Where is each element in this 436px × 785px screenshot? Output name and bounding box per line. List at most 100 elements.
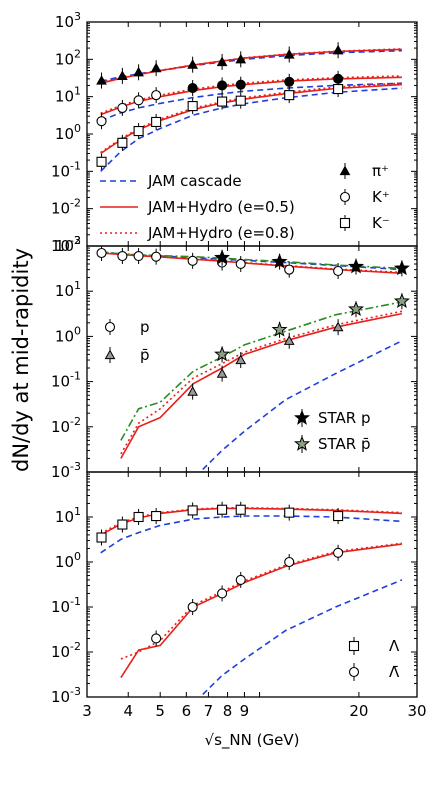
data-point [187,59,198,69]
series-line [100,83,402,155]
y-tick-label: 10-1 [51,159,81,180]
series-line [100,75,402,114]
data-point [151,510,162,522]
data-point [133,511,144,523]
x-tick-label: 8 [223,702,233,720]
data-point [333,83,344,95]
data-point [217,504,228,515]
legend-marker [104,321,116,333]
legend-label: STAR p [318,409,371,427]
data-point [284,507,295,518]
series-line [100,82,402,154]
legend-label: p [140,318,150,336]
data-point [333,547,344,558]
data-point [235,79,246,90]
series-line [120,310,403,455]
legend-marker [293,435,311,451]
x-tick-label: 9 [240,702,250,720]
series-line [120,543,403,679]
y-tick-label: 10-3 [51,685,81,706]
panel-bottom: 10-3 10-2 10-1 100 101 [51,471,418,706]
data-point [117,137,128,148]
data-point [332,321,344,332]
data-point [393,292,410,309]
data-point [133,95,144,106]
y-tick-label: 10-2 [51,415,81,436]
y-tick-label: 10-1 [51,370,81,391]
data-point [96,532,107,543]
legend-marker [293,409,311,425]
legend-label: p̄ [140,346,150,364]
data-point [235,95,246,106]
data-point [96,247,107,259]
data-point [347,300,365,317]
legend-label: K⁺ [372,188,390,206]
y-tick-label: 103 [55,10,81,31]
data-point [214,249,231,265]
series-line [100,251,402,274]
x-tick-label: 3 [82,702,92,720]
legend-label: JAM+Hydro (e=0.8) [147,224,295,242]
y-tick-label: 10-2 [51,197,81,218]
data-point [117,70,128,80]
data-point [271,321,288,337]
y-tick-label: 100 [55,324,81,345]
series-line [100,76,402,116]
legend-marker [339,165,351,176]
series-line [100,507,402,535]
y-tick-label: 100 [55,550,81,571]
x-tick-label: 20 [349,702,368,720]
y-tick-label: 102 [55,234,81,255]
series-line [198,579,403,697]
legend-label: Λ̄ [389,663,400,681]
data-point [151,633,162,644]
legend-label: JAM+Hydro (e=0.5) [147,198,295,216]
legend-label: K⁻ [372,214,390,232]
data-point [96,156,107,167]
y-tick-label: 10-2 [51,640,81,661]
series-line [100,48,402,84]
series-line [198,340,403,472]
data-point [187,83,198,94]
data-point [284,76,295,87]
data-point [284,264,295,275]
y-tick-label: 100 [55,122,81,143]
data-point [187,255,198,266]
data-point [133,125,144,137]
data-point [333,265,344,277]
legend-marker [348,640,360,652]
data-point [187,386,198,396]
legend-marker [348,666,360,678]
data-point [214,346,231,362]
data-point [347,258,365,274]
data-point [284,90,295,101]
data-point [187,601,198,613]
data-point [187,101,198,112]
data-point [96,75,107,85]
series-line [100,251,402,270]
data-point [217,588,228,599]
x-tick-label: 30 [407,702,426,720]
data-point [283,335,295,345]
data-point [235,504,246,515]
data-point [133,250,144,262]
data-point [151,116,162,128]
legend-label: STAR p̄ [318,435,371,453]
legend-marker [339,191,351,203]
data-point [151,251,162,262]
series-line [100,49,402,82]
data-point [117,519,128,530]
legend-marker [104,349,116,360]
series-line [120,301,403,441]
data-point [271,253,288,269]
data-point [235,53,247,64]
x-axis-label: √s_NN (GeV) [205,731,300,750]
y-tick-label: 10-3 [51,460,81,481]
series-line [100,48,402,84]
y-tick-label: 101 [55,505,81,526]
data-point [151,90,162,101]
plot-area [96,501,403,697]
y-tick-label: 101 [55,85,81,106]
plot-area [96,42,402,172]
